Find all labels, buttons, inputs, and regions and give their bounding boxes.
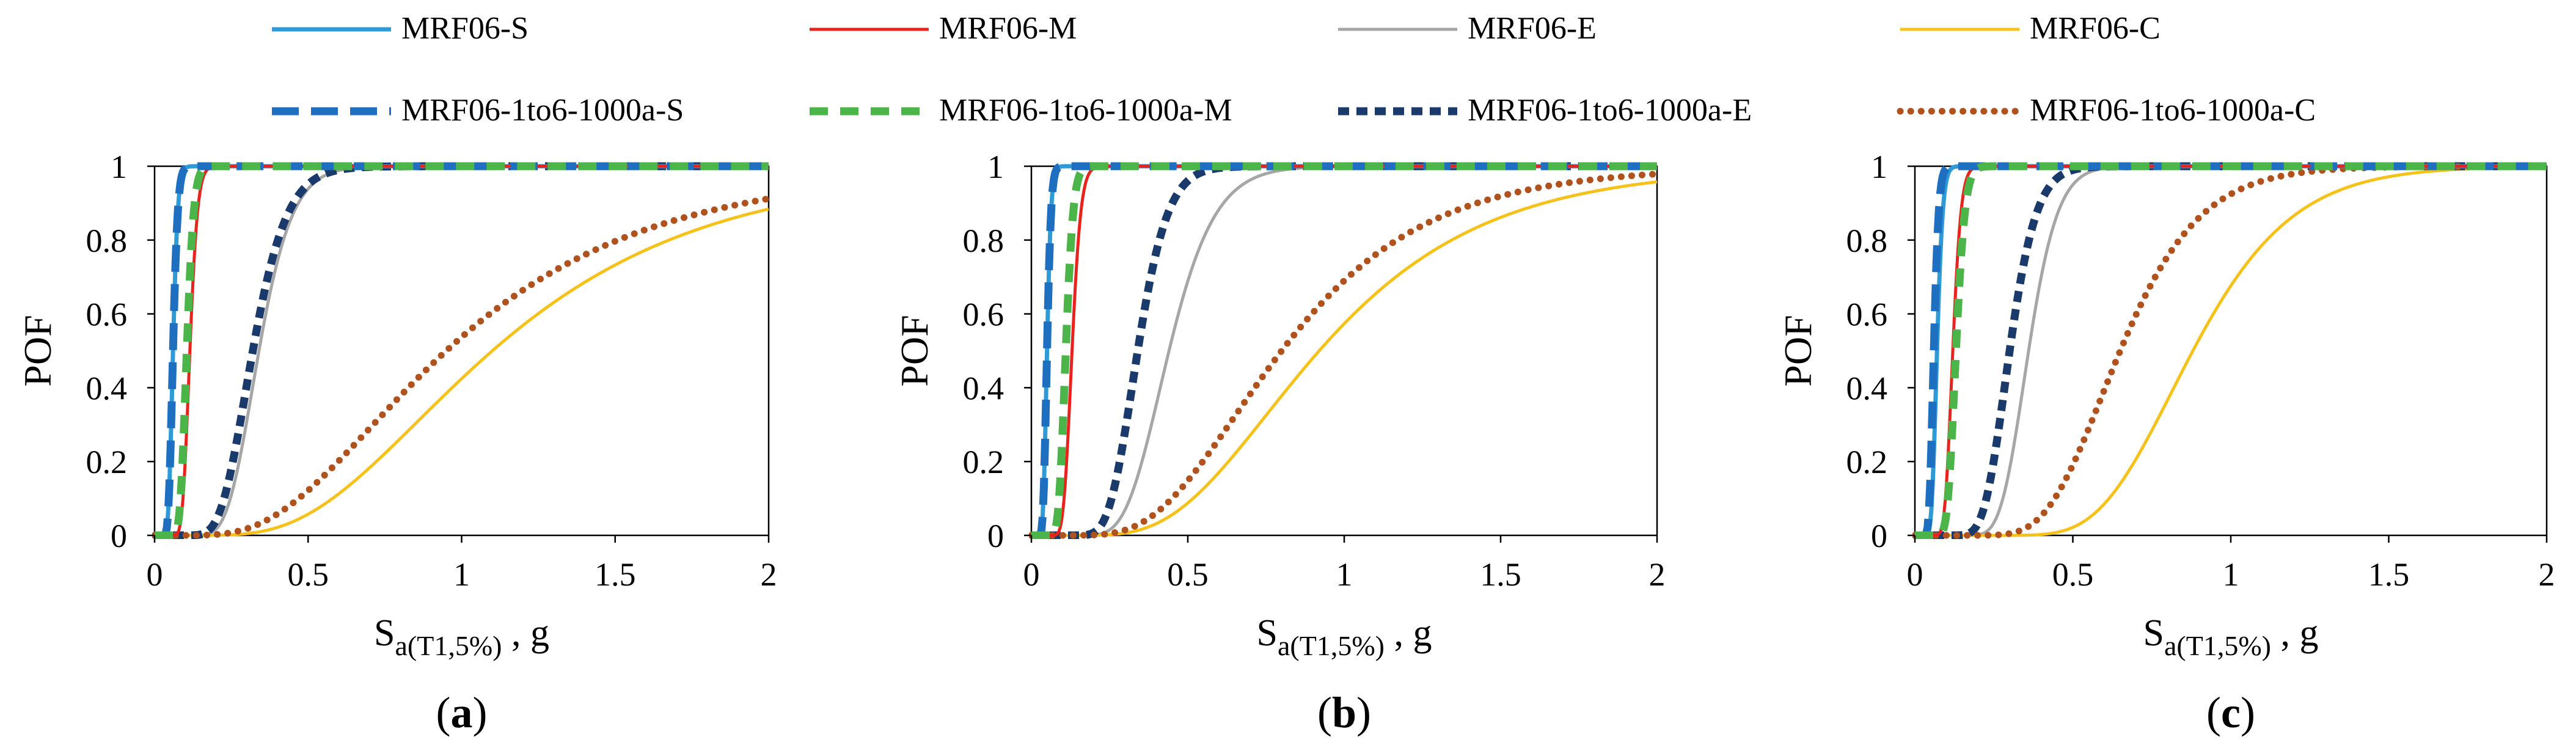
x-tick-label: 0.5	[2052, 556, 2094, 593]
x-tick-label: 1	[2223, 556, 2239, 593]
chart-panel: 0 0.5 1 1.5 2 0 0.2 0.4 0.6 0.8 1 POF Sa(T1,5%) , g (…	[893, 149, 1666, 737]
x-tick-label: 2	[761, 556, 777, 593]
y-tick-label: 0.2	[963, 444, 1004, 480]
x-tick-label: 0	[1907, 556, 1923, 593]
legend-label: MRF06-1to6-1000a-S	[401, 93, 684, 128]
x-tick-label: 0	[147, 556, 163, 593]
legend-label: MRF06-S	[401, 11, 529, 46]
legend-label: MRF06-M	[939, 11, 1077, 46]
x-axis-label: Sa(T1,5%) , g	[1257, 612, 1432, 661]
x-tick-label: 0.5	[288, 556, 329, 593]
legend-label: MRF06-1to6-1000a-E	[1468, 93, 1752, 128]
legend-label: MRF06-1to6-1000a-M	[939, 93, 1232, 128]
plot-area	[1030, 165, 1658, 537]
series-group	[1912, 162, 2549, 539]
y-tick-label: 0.8	[86, 222, 128, 259]
legend: MRF06-S MRF06-M MRF06-E MRF06-C MRF06-1to6-1…	[272, 11, 2316, 128]
series-line-MRF06-M	[1031, 164, 1658, 537]
series-line-MRF06-S	[1030, 164, 1658, 538]
y-axis-label: POF	[893, 315, 936, 386]
y-tick-label: 0.6	[86, 296, 128, 333]
y-tick-label: 0.2	[1846, 444, 1888, 480]
legend-item: MRF06-1to6-1000a-M	[810, 93, 1232, 128]
y-tick-label: 0.8	[963, 222, 1004, 259]
x-axis-label-main: S	[1257, 612, 1278, 654]
y-tick-label: 0.2	[86, 444, 128, 480]
x-axis-label-unit: , g	[502, 612, 549, 654]
legend-item: MRF06-S	[272, 11, 529, 46]
x-tick-label: 2	[1649, 556, 1666, 593]
series-line-MRF06-1to6-1000a-C	[1912, 163, 2549, 539]
legend-item: MRF06-1to6-1000a-S	[272, 93, 684, 128]
y-tick-label: 1	[111, 149, 127, 185]
legend-label: MRF06-1to6-1000a-C	[2030, 93, 2316, 128]
y-tick-label: 0.8	[1846, 222, 1888, 259]
series-line-MRF06-C	[1031, 180, 1658, 537]
legend-item: MRF06-M	[810, 11, 1077, 46]
x-tick-label: 0.5	[1167, 556, 1209, 593]
series-line-MRF06-1to6-1000a-M	[152, 162, 771, 539]
chart-panel: 0 0.5 1 1.5 2 0 0.2 0.4 0.6 0.8 1 POF Sa(T1,5%) , g (…	[1776, 149, 2555, 737]
x-axis-label-unit: , g	[1385, 612, 1432, 654]
y-axis-label: POF	[1776, 315, 1820, 386]
y-axis-label: POF	[16, 315, 59, 386]
x-tick-label: 1.5	[1480, 556, 1521, 593]
series-line-MRF06-1to6-1000a-C	[1029, 171, 1659, 539]
x-tick-label: 2	[2539, 556, 2555, 593]
y-tick-label: 0.6	[963, 296, 1004, 333]
y-tick-label: 0	[111, 518, 127, 554]
series-line-MRF06-C	[1914, 165, 2547, 537]
x-tick-label: 1.5	[595, 556, 636, 593]
legend-item: MRF06-1to6-1000a-E	[1338, 93, 1752, 128]
panel-label: (c)	[2206, 688, 2255, 737]
series-group	[152, 162, 771, 539]
y-tick-label: 0.4	[963, 370, 1004, 406]
series-line-MRF06-1to6-1000a-M	[1029, 162, 1659, 539]
x-axis-label-main: S	[2143, 612, 2164, 654]
x-axis-label-subscript: a(T1,5%)	[1278, 630, 1385, 661]
x-axis-label-subscript: a(T1,5%)	[2164, 630, 2271, 661]
series-group	[1029, 162, 1659, 539]
y-tick-label: 0	[987, 518, 1004, 554]
x-tick-label: 1	[453, 556, 470, 593]
series-line-MRF06-1to6-1000a-E	[1912, 162, 2549, 539]
series-line-MRF06-1to6-1000a-E	[1029, 162, 1659, 539]
panel-label: (a)	[436, 688, 488, 737]
x-axis-label-subscript: a(T1,5%)	[395, 630, 502, 661]
y-tick-label: 0.6	[1846, 296, 1888, 333]
y-tick-label: 0	[1871, 518, 1887, 554]
series-line-MRF06-C	[154, 207, 769, 537]
series-line-MRF06-1to6-1000a-M	[1912, 162, 2549, 539]
legend-label: MRF06-E	[1468, 11, 1597, 46]
series-line-MRF06-1to6-1000a-S	[1029, 162, 1659, 539]
legend-item: MRF06-E	[1338, 11, 1597, 46]
x-tick-label: 1	[1336, 556, 1353, 593]
y-tick-label: 0.4	[1846, 370, 1888, 406]
x-tick-label: 0	[1023, 556, 1040, 593]
chart-panels: 0 0.5 1 1.5 2 0 0.2 0.4 0.6 0.8 1 POF Sa(T1,5%) , g (…	[16, 149, 2555, 737]
x-axis-label: Sa(T1,5%) , g	[2143, 612, 2319, 661]
series-line-MRF06-E	[1031, 164, 1658, 537]
y-tick-label: 0.4	[86, 370, 128, 406]
legend-item: MRF06-C	[1900, 11, 2161, 46]
legend-label: MRF06-C	[2030, 11, 2161, 46]
y-tick-label: 1	[1871, 149, 1887, 185]
x-axis-label-unit: , g	[2271, 612, 2319, 654]
x-tick-label: 1.5	[2368, 556, 2410, 593]
chart-panel: 0 0.5 1 1.5 2 0 0.2 0.4 0.6 0.8 1 POF Sa(T1,5%) , g (…	[16, 149, 777, 737]
panel-label: (b)	[1317, 688, 1371, 737]
x-axis-label-main: S	[374, 612, 395, 654]
y-tick-label: 1	[987, 149, 1004, 185]
legend-item: MRF06-1to6-1000a-C	[1897, 93, 2316, 128]
series-line-MRF06-1to6-1000a-C	[152, 195, 771, 539]
x-axis-label: Sa(T1,5%) , g	[374, 612, 549, 661]
